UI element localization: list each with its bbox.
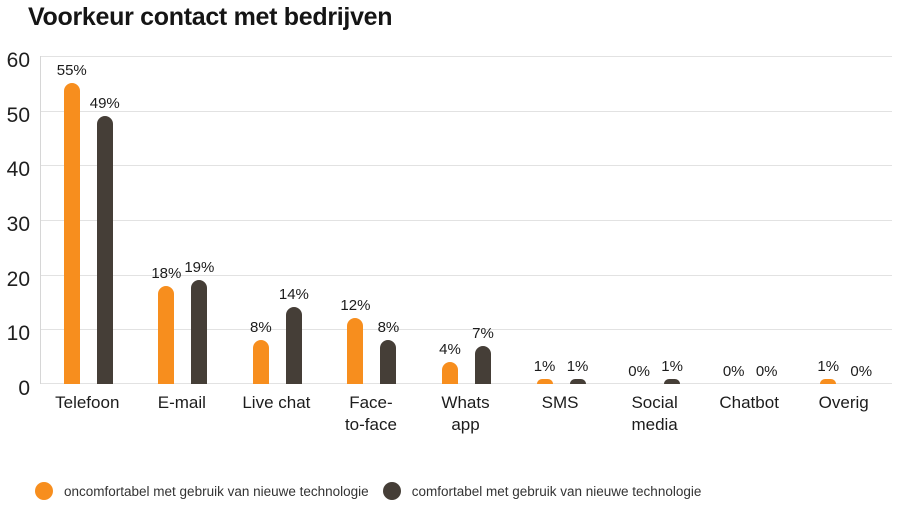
bar-value-label: 8% [377, 319, 400, 337]
bar-value-label: 49% [89, 95, 120, 113]
y-axis-tick-label: 30 [6, 213, 30, 236]
bar-value-label: 1% [661, 357, 683, 375]
legend-dot-icon [35, 482, 53, 500]
x-axis-category-label: E-mail [157, 393, 206, 412]
gridline [41, 220, 892, 221]
bar [442, 362, 458, 384]
legend-dot-icon [382, 482, 401, 500]
y-axis-tick-label: 40 [6, 158, 30, 182]
bar-value-label: 0% [628, 363, 650, 380]
y-axis-tick-label: 10 [6, 322, 30, 346]
bar-value-label: 1% [817, 357, 840, 375]
bar-value-label: 18% [151, 264, 182, 282]
bar-value-label: 55% [56, 62, 87, 80]
gridline [41, 56, 892, 57]
gridline [41, 110, 892, 112]
bar-value-label: 7% [472, 324, 494, 342]
y-axis-tick-label: 50 [6, 103, 30, 127]
bar [191, 280, 208, 384]
bar-value-label: 14% [278, 286, 309, 304]
bar [380, 340, 397, 384]
bar [569, 378, 586, 384]
gridline [41, 165, 892, 167]
bar [475, 345, 491, 384]
legend-label: oncomfortabel met gebruik van nieuwe tec… [64, 483, 369, 499]
bar-value-label: 0% [755, 363, 778, 380]
y-axis-tick-label: 20 [6, 267, 30, 291]
bar [252, 340, 269, 384]
x-axis-category-label: Whats app [441, 393, 490, 434]
x-axis-category-label: Telefoon [55, 393, 120, 412]
x-axis-category-label: Face- to-face [344, 393, 397, 434]
bar-value-label: 4% [439, 341, 461, 359]
bar [158, 285, 175, 384]
bar [820, 378, 837, 384]
bar [664, 378, 681, 384]
y-axis-tick-label: 60 [6, 49, 30, 72]
x-axis-category-label: Chatbot [719, 393, 779, 412]
bar-value-label: 1% [533, 357, 556, 375]
x-axis-category-label: Social media [631, 393, 678, 434]
legend-item: oncomfortabel met gebruik van nieuwe tec… [35, 482, 369, 500]
x-axis-category-label: Live chat [242, 393, 311, 412]
bar [96, 116, 113, 384]
gridline [41, 329, 892, 331]
chart: 55% 18% 8% 12% 4% 1% 0% 0% 1% 49% 19% 14% 8% 7% 1% 1% 0%… [6, 49, 892, 434]
bar [536, 378, 553, 384]
bar [285, 307, 302, 384]
bar-value-label: 8% [250, 319, 272, 337]
bar-value-label: 1% [566, 357, 589, 375]
gridline [41, 383, 892, 384]
bar-value-label: 0% [722, 363, 745, 380]
bar-value-label: 12% [340, 297, 371, 315]
y-axis-tick-label: 0 [18, 377, 30, 400]
legend-item: comfortabel met gebruik van nieuwe techn… [382, 482, 702, 500]
x-axis-category-label: Overig [818, 393, 869, 412]
bar-value-label: 0% [850, 363, 873, 380]
chart-title: Voorkeur contact met bedrijven [28, 3, 393, 31]
legend-label: comfortabel met gebruik van nieuwe techn… [411, 483, 702, 499]
bar [347, 318, 364, 384]
bar-value-label: 19% [184, 259, 215, 277]
plot-area: 55% 18% 8% 12% 4% 1% 0% 0% 1% 49% 19% 14% 8% 7% 1% 1% 0%… [40, 56, 892, 384]
legend: oncomfortabel met gebruik van nieuwe tec… [35, 482, 701, 500]
gridline [41, 274, 892, 276]
x-axis-category-label: SMS [541, 393, 579, 412]
bar [63, 83, 80, 384]
